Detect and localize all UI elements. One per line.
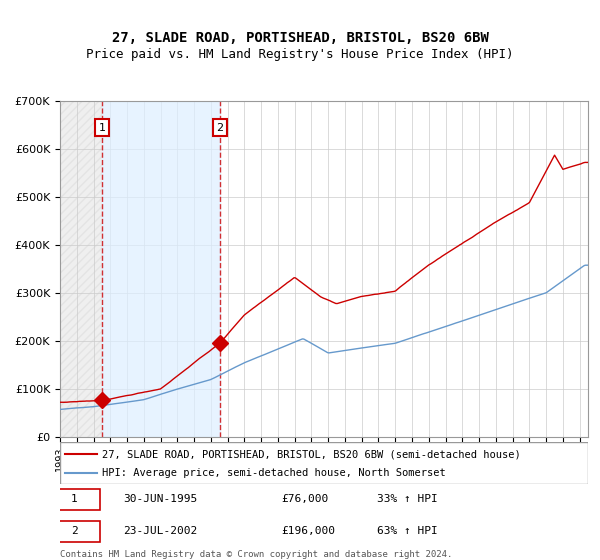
Text: Price paid vs. HM Land Registry's House Price Index (HPI): Price paid vs. HM Land Registry's House … <box>86 48 514 60</box>
Text: Contains HM Land Registry data © Crown copyright and database right 2024.
This d: Contains HM Land Registry data © Crown c… <box>60 550 452 560</box>
Text: 23-JUL-2002: 23-JUL-2002 <box>124 526 197 536</box>
Text: 30-JUN-1995: 30-JUN-1995 <box>124 494 197 504</box>
Text: 33% ↑ HPI: 33% ↑ HPI <box>377 494 437 504</box>
Text: £196,000: £196,000 <box>282 526 336 536</box>
Text: 1: 1 <box>98 123 106 133</box>
Text: 2: 2 <box>71 526 77 536</box>
FancyBboxPatch shape <box>60 442 588 484</box>
FancyBboxPatch shape <box>49 489 100 510</box>
Text: 63% ↑ HPI: 63% ↑ HPI <box>377 526 437 536</box>
Text: 27, SLADE ROAD, PORTISHEAD, BRISTOL, BS20 6BW (semi-detached house): 27, SLADE ROAD, PORTISHEAD, BRISTOL, BS2… <box>102 449 521 459</box>
Text: HPI: Average price, semi-detached house, North Somerset: HPI: Average price, semi-detached house,… <box>102 468 446 478</box>
Text: £76,000: £76,000 <box>282 494 329 504</box>
Bar <box>102 101 220 437</box>
Text: 2: 2 <box>217 123 224 133</box>
FancyBboxPatch shape <box>49 521 100 542</box>
Text: 27, SLADE ROAD, PORTISHEAD, BRISTOL, BS20 6BW: 27, SLADE ROAD, PORTISHEAD, BRISTOL, BS2… <box>112 31 488 45</box>
Text: 1: 1 <box>71 494 77 504</box>
Bar <box>60 101 102 437</box>
